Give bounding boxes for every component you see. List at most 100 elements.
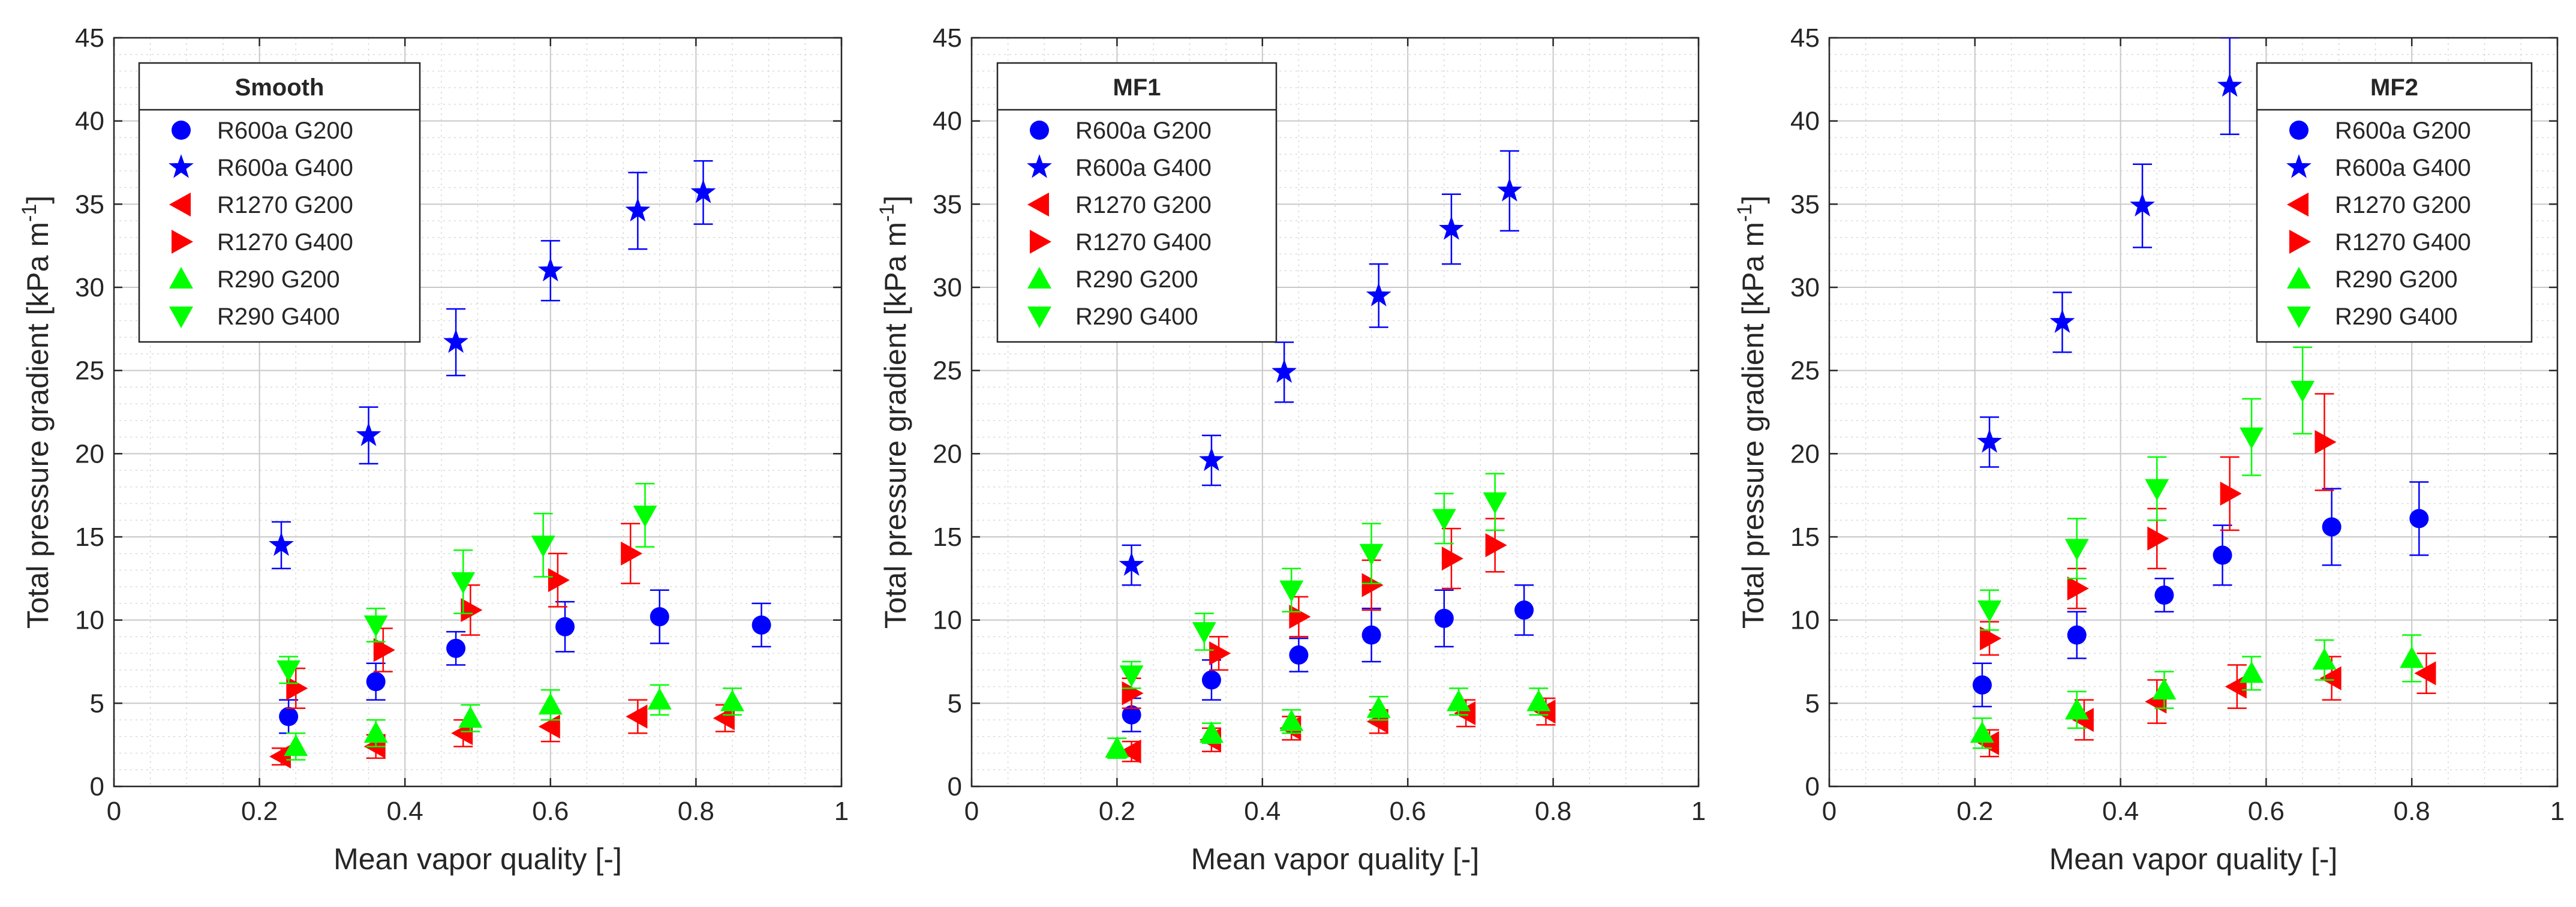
data-point — [2240, 661, 2264, 683]
legend-title: MF2 — [2370, 74, 2418, 101]
data-point — [690, 179, 716, 203]
series-r600a-g400 — [269, 160, 716, 569]
x-tick-label: 0 — [964, 797, 979, 826]
data-point — [2217, 73, 2243, 97]
legend-label: R1270 G200 — [1075, 192, 1212, 218]
x-tick-label: 1 — [1691, 797, 1706, 826]
data-point — [1119, 665, 1144, 687]
x-tick-label: 0 — [107, 797, 121, 826]
data-point — [366, 672, 386, 692]
data-point — [713, 706, 735, 731]
legend-label: R1270 G400 — [217, 229, 353, 256]
legend-entry: R600a G200 — [2289, 118, 2471, 144]
legend-label: R290 G400 — [217, 304, 340, 330]
data-point — [1485, 533, 1507, 557]
data-point — [2067, 625, 2087, 645]
series-r290-g200 — [1970, 634, 2424, 749]
series-r600a-g200 — [1122, 584, 1534, 732]
y-tick-label: 20 — [933, 439, 962, 468]
y-tick-label: 15 — [933, 522, 962, 552]
data-point — [1200, 721, 1224, 743]
data-point — [2064, 698, 2089, 720]
y-tick-label: 5 — [90, 689, 104, 718]
y-tick-label: 25 — [933, 356, 962, 386]
data-point — [2319, 666, 2341, 690]
legend-label: R290 G200 — [1075, 266, 1198, 293]
legend-marker — [1027, 267, 1051, 289]
data-point — [2315, 430, 2337, 454]
legend-entry: R600a G400 — [1027, 154, 1212, 181]
series-r290-g200 — [284, 684, 744, 761]
x-tick-label: 0.8 — [678, 797, 714, 826]
data-point — [548, 568, 570, 593]
data-point — [373, 638, 395, 662]
y-tick-label: 45 — [933, 23, 962, 53]
legend-marker — [172, 230, 193, 254]
y-tick-label: 20 — [1790, 439, 1820, 468]
data-point — [1441, 546, 1463, 571]
x-axis-label: Mean vapor quality [-] — [2049, 842, 2338, 876]
legend-label: R600a G400 — [1075, 155, 1212, 181]
data-point — [1432, 509, 1456, 531]
axes-box — [1828, 37, 2559, 788]
data-point — [1977, 428, 2002, 453]
y-axis-label: Total pressure gradient [kPa m-1] — [876, 196, 912, 629]
data-point — [461, 598, 483, 622]
legend-entry: R600a G400 — [2286, 154, 2471, 181]
legend-entry: R290 G200 — [1027, 266, 1198, 293]
data-point — [451, 572, 476, 594]
legend-marker — [169, 267, 193, 289]
x-tick-label: 0.2 — [1956, 797, 1993, 826]
y-tick-label: 40 — [1790, 107, 1820, 136]
data-point — [2213, 545, 2232, 565]
data-point — [356, 422, 381, 446]
data-point — [1534, 699, 1556, 724]
data-point — [1447, 689, 1471, 711]
y-tick-label: 15 — [75, 522, 104, 552]
legend-label: R290 G200 — [217, 266, 340, 293]
legend-label: R600a G400 — [217, 155, 353, 181]
legend-marker — [169, 154, 194, 178]
series-r290-g200 — [1105, 687, 1551, 759]
data-point — [2145, 479, 2169, 501]
data-point — [1977, 600, 2002, 622]
legend-label: R290 G400 — [2335, 304, 2458, 330]
data-point — [2400, 646, 2424, 668]
data-point — [2312, 648, 2337, 670]
data-point — [269, 531, 294, 556]
x-axis-label: Mean vapor quality [-] — [1191, 842, 1480, 876]
y-axis-label-sup: -1 — [876, 204, 898, 222]
data-point — [2072, 708, 2094, 732]
data-point — [2220, 481, 2242, 506]
x-tick-label: 0.6 — [532, 797, 569, 826]
data-point — [1454, 701, 1476, 725]
y-axis-label-sup: -1 — [18, 204, 41, 222]
y-tick-label: 0 — [1805, 772, 1820, 801]
legend-label: R1270 G200 — [2335, 192, 2471, 218]
data-point — [1192, 622, 1216, 644]
y-tick-label: 30 — [1790, 273, 1820, 302]
data-point — [1514, 600, 1534, 620]
data-point — [1289, 645, 1309, 665]
y-tick-label: 0 — [948, 772, 962, 801]
data-point — [2064, 539, 2089, 561]
y-tick-label: 10 — [933, 606, 962, 635]
y-tick-label: 45 — [1790, 23, 1820, 53]
y-tick-label: 35 — [933, 190, 962, 219]
legend-entry: R1270 G200 — [2287, 192, 2471, 218]
legend-marker — [1027, 154, 1052, 178]
series-r290-g400 — [1977, 346, 2315, 631]
legend: Smooth R600a G200 R600a G400 R1270 G200 R127… — [138, 62, 421, 343]
legend-entry: R1270 G400 — [172, 229, 353, 256]
data-point — [1439, 215, 1464, 240]
data-point — [1272, 359, 1297, 383]
y-tick-label: 5 — [948, 689, 962, 718]
y-tick-label: 10 — [75, 606, 104, 635]
data-point — [1119, 739, 1141, 764]
data-point — [2152, 678, 2177, 700]
data-point — [2409, 509, 2429, 528]
data-point — [555, 617, 575, 636]
series-r1270-g400 — [1980, 393, 2337, 656]
y-axis-label-main: Total pressure gradient [kPa m — [879, 222, 912, 629]
